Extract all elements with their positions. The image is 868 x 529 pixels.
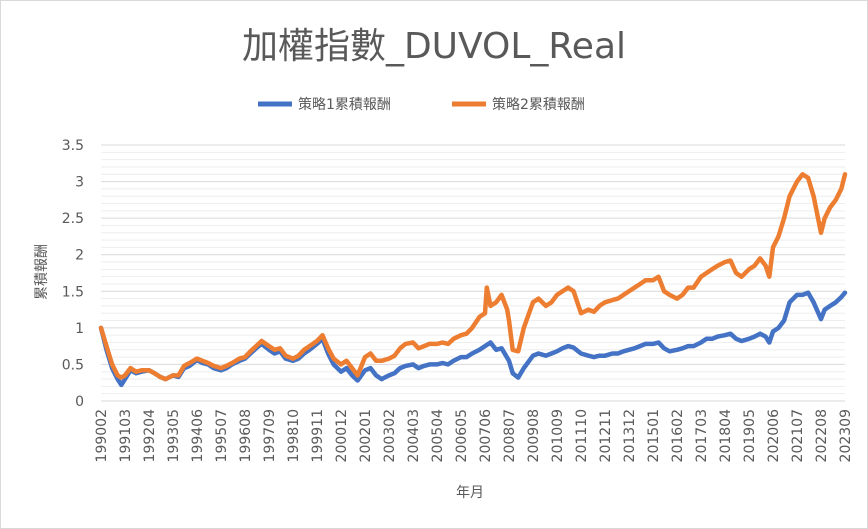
x-axis-title: 年月 [456, 485, 484, 501]
x-tick-label: 201804 [718, 409, 734, 463]
y-tick-label: 3 [75, 175, 84, 191]
x-tick-label: 199911 [310, 409, 326, 462]
y-tick-label: 0 [75, 394, 84, 410]
x-tick-label: 201703 [694, 409, 710, 462]
x-tick-label: 200504 [430, 409, 446, 463]
x-tick-label: 202208 [814, 409, 830, 462]
x-tick-label: 199608 [238, 409, 254, 462]
x-tick-label: 200302 [382, 409, 398, 462]
x-tick-label: 199810 [286, 409, 302, 462]
series-line-2 [98, 172, 848, 382]
y-axis-title: 累積報酬 [34, 244, 50, 300]
x-tick-label: 201211 [598, 409, 614, 462]
y-tick-label: 2.5 [62, 211, 84, 227]
x-tick-label: 199406 [190, 409, 206, 463]
x-tick-label: 199305 [166, 409, 182, 462]
plot-area [98, 172, 848, 388]
x-tick-label: 202006 [766, 409, 782, 463]
x-tick-label: 199103 [118, 409, 134, 462]
y-tick-label: 1 [75, 321, 84, 337]
legend-label-series-2: 策略2累積報酬 [492, 96, 585, 113]
x-tick-label: 201602 [670, 409, 686, 462]
x-axis-ticks: 199002 199103 199204 199305 199406 199507 1996… [94, 409, 854, 463]
x-tick-label: 201009 [550, 409, 566, 462]
y-tick-label: 3.5 [62, 138, 84, 154]
y-tick-label: 2 [75, 248, 84, 264]
x-tick-label: 199002 [94, 409, 110, 462]
x-tick-label: 199507 [214, 409, 230, 462]
y-tick-label: 0.5 [62, 357, 84, 373]
x-tick-label: 199709 [262, 409, 278, 462]
x-tick-label: 200403 [406, 409, 422, 462]
x-tick-label: 202107 [790, 409, 806, 462]
x-tick-label: 200605 [454, 409, 470, 462]
series-line-1 [98, 290, 848, 388]
x-tick-label: 200807 [502, 409, 518, 462]
x-tick-label: 199204 [142, 409, 158, 463]
x-tick-label: 201905 [742, 409, 758, 462]
x-tick-label: 200706 [478, 409, 494, 463]
y-axis-ticks: 0 0.5 1 1.5 2 2.5 3 3.5 [62, 138, 84, 410]
x-tick-label: 200012 [334, 409, 350, 462]
x-tick-label: 201312 [622, 409, 638, 462]
y-tick-label: 1.5 [62, 284, 84, 300]
x-tick-label: 201110 [574, 409, 590, 462]
x-tick-label: 202309 [838, 409, 854, 462]
x-tick-label: 200201 [358, 409, 374, 462]
legend: 策略1累積報酬 策略2累積報酬 [258, 96, 585, 113]
legend-label-series-1: 策略1累積報酬 [298, 96, 391, 113]
gridlines [101, 144, 845, 402]
x-tick-label: 201501 [646, 409, 662, 462]
x-tick-label: 200908 [526, 409, 542, 462]
chart-title: 加權指數_DUVOL_Real [242, 26, 626, 67]
